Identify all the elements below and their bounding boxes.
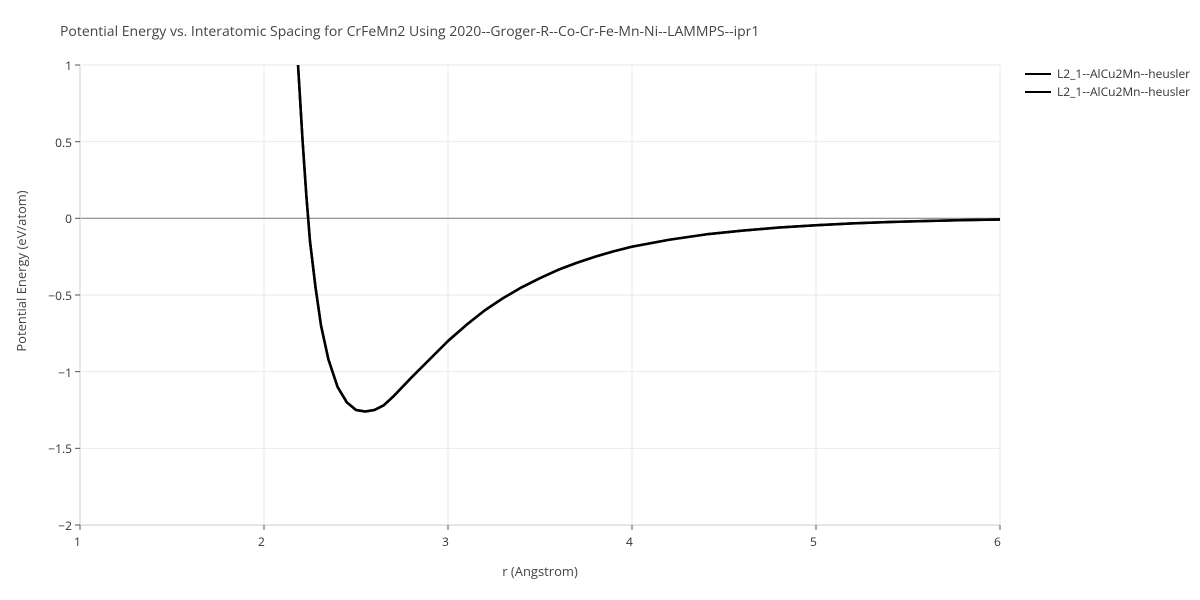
legend-item[interactable]: L2_1--AlCu2Mn--heusler bbox=[1025, 65, 1190, 82]
x-tick-label: 2 bbox=[258, 533, 265, 550]
x-tick-label: 5 bbox=[810, 533, 817, 550]
x-axis-label: r (Angstrom) bbox=[502, 562, 578, 580]
y-tick-label: −0.5 bbox=[32, 287, 72, 304]
plot-area[interactable] bbox=[80, 65, 1000, 525]
x-tick-label: 3 bbox=[442, 533, 449, 550]
chart-container: Potential Energy vs. Interatomic Spacing… bbox=[0, 0, 1200, 600]
legend[interactable]: L2_1--AlCu2Mn--heuslerL2_1--AlCu2Mn--heu… bbox=[1025, 65, 1190, 101]
y-tick-label: −1 bbox=[32, 364, 72, 381]
y-tick-label: −2 bbox=[32, 517, 72, 534]
y-tick-label: −1.5 bbox=[32, 440, 72, 457]
legend-label: L2_1--AlCu2Mn--heusler bbox=[1057, 83, 1190, 100]
x-tick-label: 4 bbox=[626, 533, 633, 550]
y-tick-label: 0.5 bbox=[32, 134, 72, 151]
x-tick-label: 1 bbox=[74, 533, 81, 550]
legend-item[interactable]: L2_1--AlCu2Mn--heusler bbox=[1025, 83, 1190, 100]
x-tick-label: 6 bbox=[994, 533, 1001, 550]
legend-label: L2_1--AlCu2Mn--heusler bbox=[1057, 65, 1190, 82]
y-axis-label: Potential Energy (eV/atom) bbox=[12, 171, 30, 371]
y-tick-label: 0 bbox=[32, 210, 72, 227]
plot-svg bbox=[80, 65, 1000, 525]
y-tick-label: 1 bbox=[32, 57, 72, 74]
legend-swatch bbox=[1025, 91, 1051, 93]
chart-title: Potential Energy vs. Interatomic Spacing… bbox=[60, 22, 759, 41]
legend-swatch bbox=[1025, 73, 1051, 75]
